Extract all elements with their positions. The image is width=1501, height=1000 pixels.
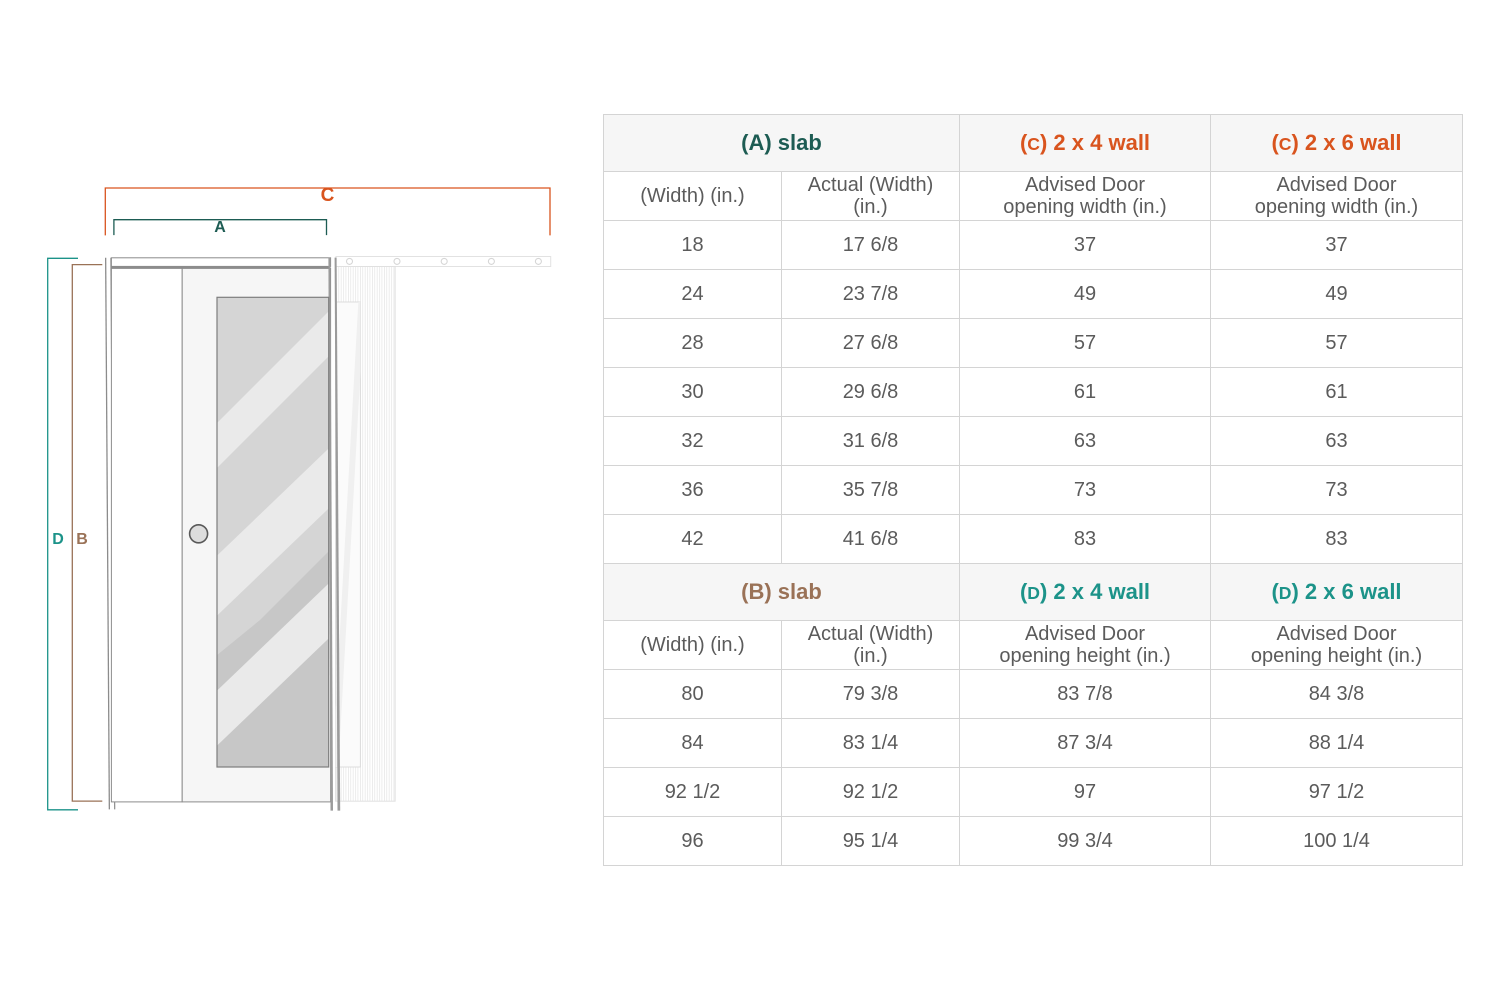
svg-text:B: B bbox=[76, 531, 88, 548]
svg-text:D: D bbox=[52, 531, 64, 548]
svg-text:A: A bbox=[214, 219, 226, 236]
svg-text:C: C bbox=[321, 185, 335, 206]
